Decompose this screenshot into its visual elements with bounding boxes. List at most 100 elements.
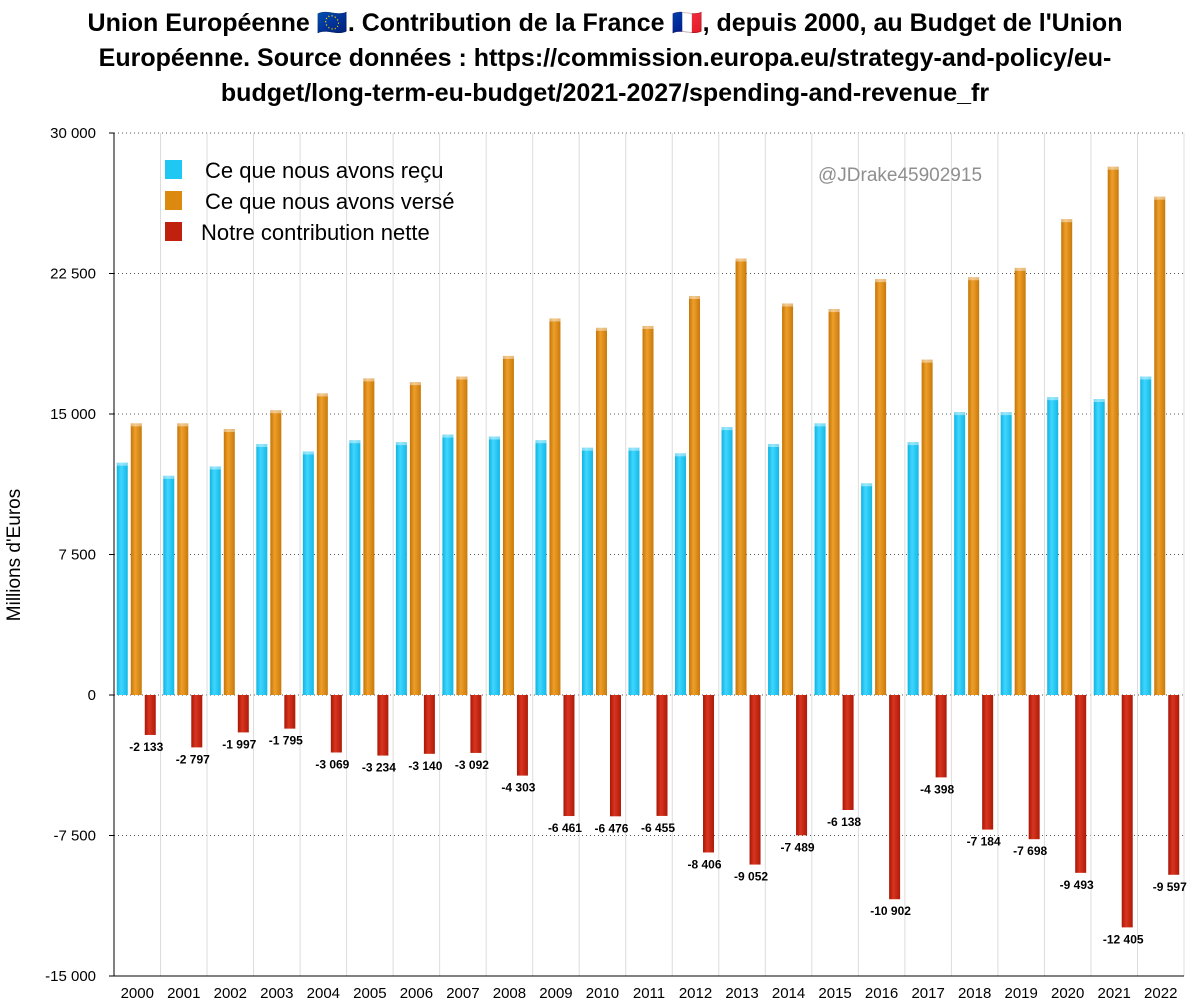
bar [563,695,575,817]
bar-highlight [116,462,128,466]
bar-highlight [642,325,654,329]
x-tick-label: 2016 [865,985,898,1002]
bar-highlight [814,423,826,427]
bar [907,442,919,695]
bar [1107,166,1119,696]
bar-highlight [256,443,268,447]
bar-highlight [954,412,966,416]
bar [721,427,733,695]
data-label: -9 493 [1060,878,1094,892]
x-tick-label: 2003 [260,985,293,1002]
bar [1093,399,1105,695]
x-tick-label: 2008 [493,985,526,1002]
chart-title: Union Européenne 🇪🇺. Contribution de la … [87,9,1123,107]
bar-highlight [1000,412,1012,416]
data-label: -6 476 [594,821,628,835]
bar [954,412,966,695]
bar [116,462,128,695]
bar [609,695,621,817]
x-tick-label: 2007 [446,985,479,1002]
y-tick-label: 7 500 [58,547,96,564]
bar [442,434,454,695]
bar [595,327,607,695]
x-tick-label: 2019 [1004,985,1037,1002]
bar [703,695,715,853]
bar [889,695,901,900]
bar-highlight [409,382,421,386]
bar [349,440,361,695]
bar-highlight [535,440,547,444]
bar [1140,376,1152,695]
data-label: -6 138 [827,815,861,829]
bar [628,447,640,695]
data-label: -12 405 [1103,932,1144,946]
data-label: -4 398 [920,782,954,796]
x-tick-label: 2013 [725,985,758,1002]
x-tick-label: 2014 [772,985,805,1002]
x-tick-label: 2006 [400,985,433,1002]
bar-highlight [502,355,514,359]
legend-swatch [165,222,182,241]
bar [144,695,156,735]
y-axis-label: Millions d'Euros [4,489,25,621]
bar [1047,397,1059,695]
bar [284,695,296,729]
x-tick-label: 2011 [633,985,665,1002]
bar [656,695,668,816]
y-tick-label: 15 000 [50,406,96,423]
x-tick-label: 2017 [911,985,944,1002]
bar-highlight [861,483,873,487]
x-tick-label: 2015 [818,985,851,1002]
x-tick-label: 2002 [214,985,247,1002]
bar [516,695,528,776]
bar [1000,412,1012,695]
bar [535,440,547,695]
bar-highlight [163,475,175,479]
bar [270,410,282,695]
bar-highlight [968,277,980,281]
data-label: -2 797 [176,752,210,766]
data-label: -3 140 [408,759,442,773]
bar-highlight [395,442,407,446]
bar [935,695,947,778]
bar [768,443,780,695]
bar-highlight [456,376,468,380]
bar [223,428,235,695]
bar-highlight [828,309,840,313]
bar [1168,695,1180,875]
bars [116,166,1180,928]
x-tick-label: 2022 [1144,985,1177,1002]
bar-highlight [209,466,221,470]
bar-highlight [581,447,593,451]
bar-highlight [1093,399,1105,403]
bar [177,423,189,695]
bar-highlight [177,423,189,427]
legend-label: Ce que nous avons versé [205,189,455,214]
axes: 30 000 22 500 15 000 7 500 0 -7 500 -15 000 200… [45,125,1184,1002]
bar-highlight [1140,376,1152,380]
bar [1075,695,1087,873]
data-label: -9 052 [734,870,768,884]
x-tick-label: 2001 [167,985,200,1002]
data-label: -2 133 [129,740,163,754]
bar-highlight [130,423,142,427]
bar [782,303,794,695]
data-labels: -2 133 -2 797 -1 997 -1 795 -3 069 -3 234 -3 1… [129,734,1187,947]
x-tick-label: 2005 [353,985,386,1002]
bar-highlight [223,428,235,432]
bar [470,695,482,753]
bar [488,436,500,695]
data-label: -4 303 [501,781,535,795]
x-tick-label: 2020 [1051,985,1084,1002]
bar [921,359,933,695]
bar-highlight [549,318,561,322]
legend-label: Notre contribution nette [201,220,430,245]
bar [842,695,854,810]
bar [302,451,314,695]
bar [1061,219,1073,695]
bar [456,376,468,695]
bar-highlight [488,436,500,440]
bar-highlight [1061,219,1073,223]
bar [875,279,887,695]
bar-highlight [907,442,919,446]
